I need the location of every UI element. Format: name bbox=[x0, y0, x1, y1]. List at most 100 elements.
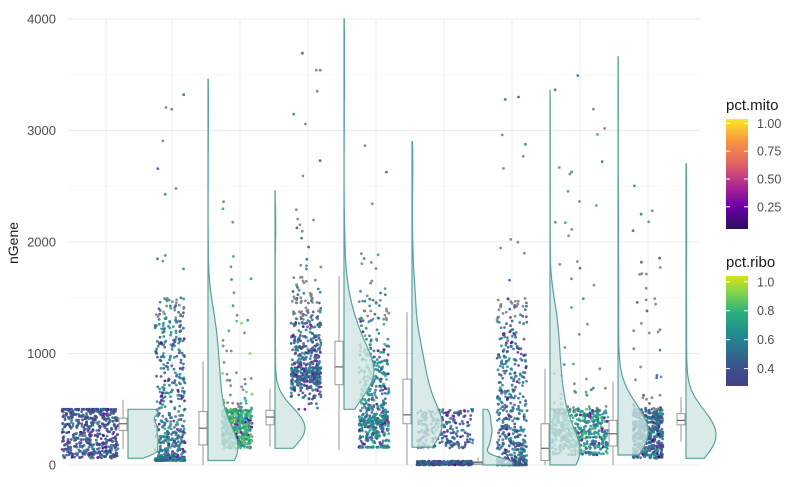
data-point bbox=[183, 407, 187, 411]
data-point bbox=[295, 301, 298, 305]
data-point bbox=[651, 417, 655, 421]
data-point bbox=[638, 273, 641, 276]
data-point bbox=[63, 456, 67, 459]
data-point bbox=[362, 417, 366, 421]
data-point bbox=[290, 358, 294, 362]
data-point bbox=[91, 429, 95, 432]
data-point bbox=[375, 339, 379, 342]
data-point bbox=[158, 401, 162, 404]
data-point bbox=[155, 347, 159, 351]
data-point bbox=[497, 417, 501, 421]
data-point bbox=[581, 297, 585, 300]
data-point bbox=[63, 424, 67, 428]
data-point bbox=[362, 422, 365, 426]
data-point bbox=[588, 436, 592, 439]
data-point bbox=[369, 424, 373, 428]
data-point bbox=[375, 396, 378, 399]
data-point bbox=[303, 394, 307, 397]
data-point bbox=[584, 432, 587, 436]
data-point bbox=[177, 429, 181, 432]
data-point bbox=[518, 392, 522, 396]
data-point bbox=[642, 450, 646, 454]
data-point bbox=[65, 453, 68, 457]
data-point bbox=[568, 172, 572, 176]
data-point bbox=[160, 398, 163, 402]
data-point bbox=[453, 418, 456, 422]
data-point bbox=[513, 460, 517, 464]
data-point bbox=[570, 306, 573, 309]
data-point bbox=[299, 263, 303, 267]
data-point bbox=[318, 325, 321, 329]
data-point bbox=[221, 372, 225, 375]
data-point bbox=[70, 418, 73, 422]
data-point bbox=[509, 341, 513, 345]
data-point bbox=[297, 393, 301, 397]
data-point bbox=[596, 444, 599, 448]
data-point bbox=[169, 427, 173, 431]
data-point bbox=[384, 416, 387, 419]
data-point bbox=[644, 409, 648, 413]
data-point bbox=[653, 421, 657, 425]
data-point bbox=[167, 298, 171, 302]
data-point bbox=[110, 446, 114, 450]
data-point bbox=[449, 416, 452, 420]
data-point bbox=[510, 319, 514, 323]
data-point bbox=[160, 406, 164, 409]
data-point bbox=[170, 444, 174, 447]
data-point bbox=[602, 434, 606, 437]
data-point bbox=[461, 434, 465, 438]
data-point bbox=[513, 314, 517, 318]
data-point bbox=[640, 272, 644, 276]
data-point bbox=[246, 430, 249, 433]
data-point bbox=[660, 441, 664, 445]
data-point bbox=[114, 407, 118, 411]
data-point bbox=[173, 340, 177, 344]
data-point bbox=[180, 435, 184, 439]
data-point bbox=[508, 444, 511, 448]
data-point bbox=[377, 418, 381, 422]
data-point bbox=[523, 463, 526, 467]
data-point bbox=[522, 417, 526, 421]
data-point bbox=[315, 343, 319, 346]
data-point bbox=[502, 451, 506, 455]
data-point bbox=[305, 257, 309, 261]
data-point bbox=[104, 437, 107, 441]
data-point bbox=[299, 360, 302, 364]
data-point bbox=[501, 405, 504, 408]
data-point bbox=[657, 432, 660, 436]
data-point bbox=[372, 404, 376, 407]
data-point bbox=[116, 447, 120, 451]
data-point bbox=[382, 434, 386, 437]
data-point bbox=[238, 436, 242, 439]
data-point bbox=[416, 461, 420, 465]
data-point bbox=[371, 421, 375, 425]
data-point bbox=[379, 443, 383, 447]
data-point bbox=[375, 328, 379, 332]
data-point bbox=[74, 452, 77, 456]
data-point bbox=[92, 443, 96, 447]
data-point bbox=[522, 322, 525, 326]
data-point bbox=[299, 317, 303, 321]
data-point bbox=[247, 421, 251, 425]
data-point bbox=[505, 322, 508, 326]
data-point bbox=[173, 305, 177, 308]
data-point bbox=[221, 339, 225, 342]
data-point bbox=[657, 455, 661, 459]
data-point bbox=[370, 279, 374, 283]
data-point bbox=[499, 246, 503, 250]
data-point bbox=[374, 388, 377, 392]
data-point bbox=[67, 407, 71, 411]
data-point bbox=[377, 332, 381, 335]
data-point bbox=[361, 406, 364, 410]
data-point bbox=[176, 454, 180, 457]
data-point bbox=[385, 344, 389, 348]
data-point bbox=[161, 448, 165, 452]
data-point bbox=[249, 428, 252, 432]
data-point bbox=[496, 419, 499, 422]
data-point bbox=[600, 418, 604, 422]
data-point bbox=[62, 407, 66, 411]
data-point bbox=[227, 329, 231, 333]
data-point bbox=[643, 447, 647, 451]
data-point bbox=[313, 344, 317, 348]
